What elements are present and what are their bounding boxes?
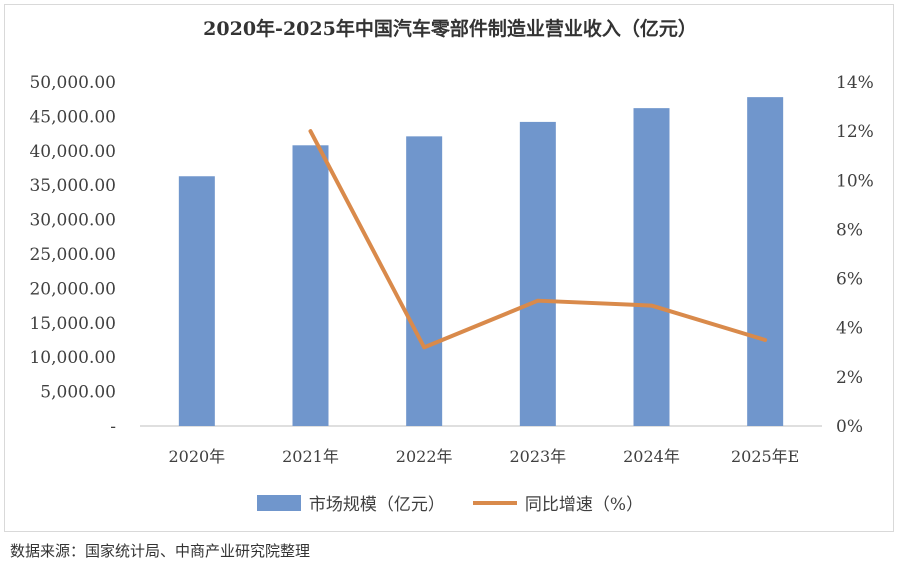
chart-frame	[4, 4, 894, 532]
legend-label-bars: 市场规模（亿元）	[308, 495, 445, 515]
y-left-tick-label: 45,000.00	[29, 107, 116, 127]
y-left-tick-label: 5,000.00	[40, 383, 116, 403]
y-right-tick-label: 12%	[836, 122, 874, 142]
y-left-tick-label: 50,000.00	[29, 73, 116, 93]
y-right-tick-label: 2%	[836, 368, 863, 388]
y-right-tick-label: 6%	[836, 270, 863, 290]
y-right-tick-label: 8%	[836, 220, 863, 240]
y-left-tick-label: 40,000.00	[29, 142, 116, 162]
y-right-tick-label: 14%	[836, 73, 874, 93]
y-left-tick-label: 35,000.00	[29, 176, 116, 196]
y-left-tick-label: 30,000.00	[29, 211, 116, 231]
x-tick-label: 2025年E	[731, 447, 799, 466]
x-tick-label: 2023年	[509, 447, 566, 466]
growth-rate-line	[308, 129, 768, 350]
y-left-tick-label: 25,000.00	[29, 245, 116, 265]
bar-2021年	[292, 145, 329, 426]
y-left-tick-label: -	[110, 417, 116, 437]
bar-2024年	[633, 108, 670, 427]
bar-2025年E	[747, 97, 784, 427]
source-note: 数据来源：国家统计局、中商产业研究院整理	[10, 542, 311, 560]
y-right-tick-label: 0%	[836, 417, 863, 437]
y-right-tick-label: 10%	[836, 171, 874, 191]
chart-legend: 市场规模（亿元） 同比增速（%）	[0, 490, 900, 515]
bar-2020年	[178, 176, 215, 426]
y-right-tick-label: 4%	[836, 319, 863, 339]
x-tick-label: 2024年	[623, 447, 680, 466]
y-left-tick-label: 15,000.00	[29, 314, 116, 334]
x-tick-label: 2021年	[282, 447, 339, 466]
legend-item-line: 同比增速（%）	[472, 490, 644, 515]
x-tick-label: 2022年	[396, 447, 453, 466]
legend-swatch-bars	[256, 494, 301, 511]
chart-title: 2020年-2025年中国汽车零部件制造业营业收入（亿元）	[203, 18, 697, 40]
y-left-tick-label: 10,000.00	[29, 348, 116, 368]
bar-2022年	[406, 136, 443, 427]
legend-item-bars: 市场规模（亿元）	[256, 490, 445, 515]
x-tick-label: 2020年	[168, 447, 225, 466]
y-left-tick-label: 20,000.00	[29, 279, 116, 299]
bar-2023年	[519, 121, 556, 427]
legend-label-line: 同比增速（%）	[524, 495, 644, 515]
legend-swatch-line	[472, 500, 517, 505]
